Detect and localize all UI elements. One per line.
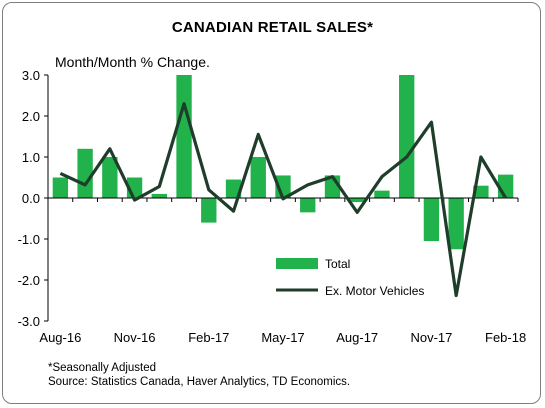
y-tick-label: 3.0: [22, 68, 40, 83]
bar-Mar-17: [225, 179, 242, 198]
bar-Oct-17: [399, 75, 415, 198]
y-tick-label: 2.0: [22, 109, 40, 124]
line-ex-motor-vehicles: [59, 102, 507, 298]
bar-Aug-16: [52, 177, 69, 198]
legend-label-total: Total: [325, 257, 350, 271]
y-axis-label: Month/Month % Change.: [55, 54, 210, 70]
x-tick-label: Feb-18: [485, 330, 526, 345]
footnote-seasonally-adjusted: *Seasonally Adjusted: [48, 362, 157, 374]
footnote-source: Source: Statistics Canada, Haver Analyti…: [48, 376, 351, 388]
bar-Jan-18: [473, 185, 489, 198]
y-tick-label: -1.0: [18, 232, 40, 247]
bar-Apr-17: [250, 157, 266, 198]
line-series-ex-motor-vehicles: [59, 102, 507, 298]
y-tick-label: -3.0: [18, 314, 40, 329]
legend-label-ex-motor-vehicles: Ex. Motor Vehicles: [325, 284, 424, 298]
bar-Nov-17: [423, 198, 440, 242]
legend-swatch-total: [276, 258, 318, 269]
bar-Oct-16: [102, 157, 118, 198]
y-tick-label: -2.0: [18, 273, 40, 288]
chart-title: CANADIAN RETAIL SALES*: [171, 19, 374, 36]
bar-Jan-17: [176, 75, 192, 198]
x-tick-labels: Aug-16 Nov-16 Feb-17 May-17 Aug-17 Nov-17 Feb-…: [39, 330, 526, 345]
y-tick-label: 1.0: [22, 150, 40, 165]
bar-Jun-17: [300, 198, 316, 213]
y-tick-label: 0.0: [22, 191, 40, 206]
bar-Sep-17: [374, 190, 390, 198]
bar-Aug-17: [349, 198, 365, 203]
bar-Dec-16: [151, 193, 167, 198]
legend: Total Ex. Motor Vehicles: [276, 257, 424, 298]
y-tick-labels: 3.0 2.0 1.0 0.0 -1.0 -2.0 -3.0: [18, 68, 40, 329]
footnotes: *Seasonally Adjusted Source: Statistics …: [48, 361, 350, 389]
x-tick-label: Aug-16: [39, 330, 81, 345]
x-tick-label: Aug-17: [336, 330, 378, 345]
x-tick-label: May-17: [261, 330, 304, 345]
x-tick-label: Nov-16: [114, 330, 156, 345]
bar-Sep-16: [77, 148, 93, 198]
bar-Feb-17: [201, 198, 217, 223]
x-tick-label: Nov-17: [410, 330, 452, 345]
x-tick-label: Feb-17: [188, 330, 229, 345]
bar-Dec-17: [448, 198, 464, 250]
